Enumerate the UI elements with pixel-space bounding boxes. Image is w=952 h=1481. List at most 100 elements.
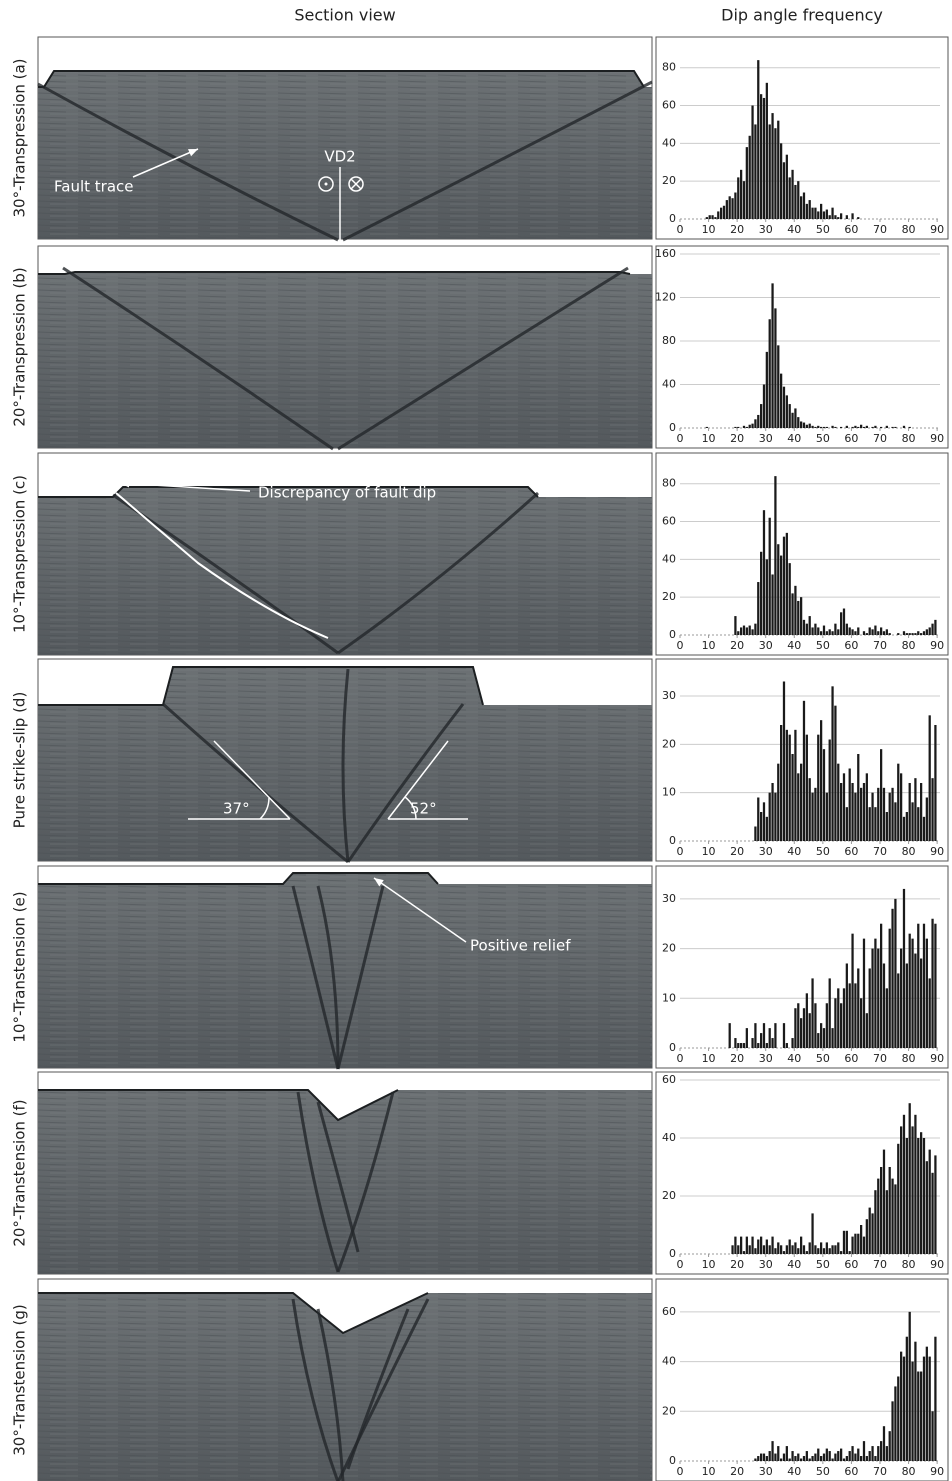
bar xyxy=(920,1372,922,1461)
bar xyxy=(917,1138,919,1254)
y-tick-label: 160 xyxy=(655,247,676,260)
bar xyxy=(831,686,833,841)
bar xyxy=(906,633,908,635)
bar xyxy=(866,1013,868,1048)
x-tick-label: 90 xyxy=(930,1258,944,1271)
bar xyxy=(771,783,773,841)
x-tick-label: 60 xyxy=(844,223,858,236)
bar xyxy=(860,1225,862,1254)
bar xyxy=(823,211,825,219)
row-label: Pure strike-slip (d) xyxy=(11,692,29,829)
bar xyxy=(771,1237,773,1254)
bar xyxy=(883,1150,885,1254)
bar xyxy=(834,624,836,635)
row-label: 20°-Transtension (f) xyxy=(11,1099,29,1246)
bar xyxy=(826,793,828,841)
bar xyxy=(866,1219,868,1254)
y-tick-label: 60 xyxy=(662,1073,676,1086)
bar xyxy=(780,1245,782,1254)
bar xyxy=(837,1451,839,1461)
annotation: Positive relief xyxy=(470,937,571,955)
bar xyxy=(926,1161,928,1254)
x-tick-label: 60 xyxy=(844,1052,858,1065)
x-tick-label: 0 xyxy=(677,1258,684,1271)
bar xyxy=(929,1150,931,1254)
x-tick-label: 40 xyxy=(787,845,801,858)
bar xyxy=(894,1386,896,1461)
bar xyxy=(831,208,833,219)
annotation: Discrepancy of fault dip xyxy=(258,484,436,502)
bar xyxy=(866,773,868,841)
bar xyxy=(777,1446,779,1461)
bar xyxy=(857,1449,859,1461)
bar xyxy=(817,1449,819,1461)
bar xyxy=(780,556,782,635)
bar xyxy=(831,426,833,428)
y-tick-label: 40 xyxy=(662,378,676,391)
x-tick-label: 30 xyxy=(759,432,773,445)
bar xyxy=(814,1003,816,1048)
bar xyxy=(780,725,782,841)
bar xyxy=(783,387,785,428)
bar xyxy=(931,1173,933,1254)
x-tick-label: 0 xyxy=(677,432,684,445)
bar xyxy=(751,424,753,428)
annotation: Fault trace xyxy=(54,178,133,196)
bar xyxy=(743,426,745,428)
bar xyxy=(797,181,799,219)
bar xyxy=(929,715,931,841)
bar xyxy=(800,1237,802,1254)
bar xyxy=(766,1043,768,1048)
bar xyxy=(897,1144,899,1254)
bar xyxy=(840,1449,842,1461)
x-tick-label: 90 xyxy=(930,223,944,236)
bar xyxy=(846,963,848,1048)
x-tick-label: 20 xyxy=(730,223,744,236)
bar xyxy=(811,793,813,841)
bar xyxy=(749,626,751,635)
bar xyxy=(900,949,902,1048)
row-label: 30°-Transtension (g) xyxy=(11,1304,29,1456)
bar xyxy=(877,949,879,1048)
bar xyxy=(814,624,816,635)
bar xyxy=(760,404,762,428)
bar xyxy=(803,620,805,635)
bar xyxy=(829,1248,831,1254)
bar xyxy=(757,798,759,842)
bar xyxy=(777,1242,779,1254)
bar xyxy=(757,60,759,219)
bar xyxy=(797,1248,799,1254)
bar xyxy=(823,1454,825,1461)
bar xyxy=(869,968,871,1048)
bar xyxy=(734,1237,736,1254)
bar xyxy=(903,817,905,841)
bar xyxy=(794,185,796,219)
bar xyxy=(883,1426,885,1461)
bar xyxy=(846,426,848,428)
bar xyxy=(800,1018,802,1048)
x-tick-label: 40 xyxy=(787,639,801,652)
bar xyxy=(780,374,782,428)
bar xyxy=(834,998,836,1048)
x-tick-label: 70 xyxy=(873,223,887,236)
bar xyxy=(911,1126,913,1254)
bar xyxy=(766,352,768,428)
x-tick-label: 40 xyxy=(787,1258,801,1271)
bar xyxy=(820,204,822,219)
bar xyxy=(786,395,788,428)
bar xyxy=(891,788,893,841)
bar xyxy=(926,629,928,635)
bar xyxy=(800,1459,802,1461)
y-tick-label: 0 xyxy=(669,421,676,434)
row-label: 30°-Transpression (a) xyxy=(11,59,29,218)
y-tick-label: 30 xyxy=(662,892,676,905)
rock-strata xyxy=(38,487,652,655)
bar xyxy=(906,963,908,1048)
bar xyxy=(786,533,788,635)
histogram-column-title: Dip angle frequency xyxy=(721,6,883,25)
annotation: 37° xyxy=(223,800,250,818)
bar xyxy=(751,106,753,219)
bar xyxy=(777,544,779,635)
section-panel xyxy=(38,1072,652,1274)
bar xyxy=(866,633,868,635)
